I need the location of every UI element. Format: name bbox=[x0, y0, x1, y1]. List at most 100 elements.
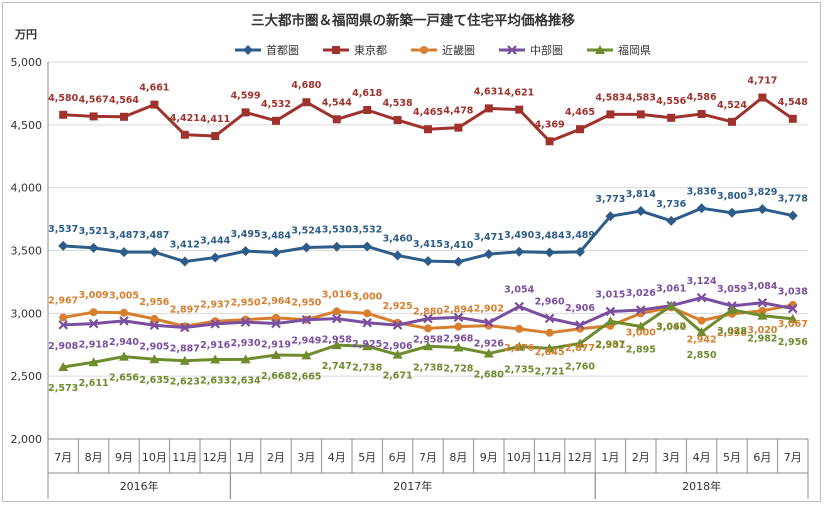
data-point bbox=[89, 112, 98, 121]
data-point bbox=[331, 241, 342, 252]
data-point bbox=[636, 110, 645, 119]
data-label: 2,925 bbox=[383, 301, 413, 312]
data-point bbox=[301, 242, 312, 253]
x-tick-label: 2月 bbox=[632, 451, 650, 464]
data-point bbox=[240, 354, 251, 364]
data-label: 3,000 bbox=[626, 327, 656, 338]
data-point bbox=[697, 316, 706, 325]
data-point bbox=[362, 341, 373, 351]
data-point bbox=[484, 104, 493, 113]
legend-marker bbox=[243, 45, 253, 55]
data-label: 3,484 bbox=[535, 231, 565, 242]
data-label: 4,661 bbox=[139, 83, 169, 94]
y-tick-label: 3,000 bbox=[11, 307, 43, 320]
data-point bbox=[210, 354, 221, 364]
data-label: 2,635 bbox=[139, 375, 169, 386]
data-point bbox=[332, 307, 341, 316]
data-point bbox=[514, 341, 525, 351]
x-tick-label: 1月 bbox=[237, 451, 255, 464]
data-point bbox=[392, 320, 403, 330]
data-label: 4,631 bbox=[474, 86, 504, 97]
data-point bbox=[363, 106, 372, 115]
x-tick-label: 10月 bbox=[507, 451, 532, 464]
x-tick-label: 4月 bbox=[693, 451, 711, 464]
data-label: 3,067 bbox=[778, 319, 808, 330]
data-label: 4,599 bbox=[231, 90, 261, 101]
x-tick-label: 6月 bbox=[753, 451, 771, 464]
data-point bbox=[635, 206, 646, 217]
data-label: 3,484 bbox=[261, 231, 291, 242]
data-point bbox=[453, 256, 464, 267]
data-point bbox=[362, 317, 372, 328]
data-label: 3,778 bbox=[778, 194, 808, 205]
data-label: 3,410 bbox=[443, 240, 473, 251]
x-tick-label: 10月 bbox=[142, 451, 167, 464]
data-point bbox=[728, 117, 736, 126]
data-point bbox=[58, 361, 69, 371]
data-point bbox=[150, 314, 159, 323]
data-point bbox=[788, 303, 798, 314]
x-tick-label: 11月 bbox=[537, 451, 562, 464]
data-label: 3,028 bbox=[717, 326, 747, 337]
x-tick-label: 9月 bbox=[480, 451, 498, 464]
data-label: 3,530 bbox=[322, 225, 352, 236]
data-point bbox=[697, 110, 706, 119]
data-point bbox=[393, 116, 402, 125]
data-label: 3,736 bbox=[656, 199, 686, 210]
data-label: 4,567 bbox=[79, 94, 109, 105]
unit-label: 万円 bbox=[14, 28, 37, 41]
series-中部圏 bbox=[58, 292, 798, 333]
data-label: 2,680 bbox=[474, 370, 504, 381]
legend-label: 近畿圏 bbox=[442, 43, 475, 57]
data-point bbox=[363, 309, 372, 318]
data-point bbox=[635, 321, 646, 331]
data-point bbox=[241, 108, 250, 117]
data-label: 4,465 bbox=[413, 107, 443, 118]
data-point bbox=[58, 240, 69, 251]
data-point bbox=[483, 249, 494, 260]
x-tick-label: 12月 bbox=[568, 451, 593, 464]
data-point bbox=[757, 204, 768, 215]
data-label: 2,926 bbox=[474, 339, 504, 350]
data-label: 3,026 bbox=[626, 288, 656, 299]
data-label: 4,621 bbox=[504, 88, 534, 99]
data-label: 4,580 bbox=[48, 93, 78, 104]
data-point bbox=[180, 130, 189, 139]
x-tick-label: 8月 bbox=[85, 451, 103, 464]
y-axis: 2,000 2,500 3,000 3,500 4,000 4,500 5,000 bbox=[11, 56, 49, 446]
data-point bbox=[423, 256, 433, 267]
x-tick-label: 1月 bbox=[601, 451, 619, 464]
data-label: 2,956 bbox=[139, 297, 169, 308]
data-point bbox=[392, 349, 403, 359]
data-label: 3,487 bbox=[109, 230, 139, 241]
x-tick-label: 2月 bbox=[267, 451, 285, 464]
data-label: 2,880 bbox=[413, 306, 443, 317]
x-tick-label: 12月 bbox=[203, 451, 228, 464]
x-tick-label: 6月 bbox=[389, 451, 407, 464]
data-label: 2,665 bbox=[291, 371, 321, 382]
data-point bbox=[514, 301, 524, 312]
chart-legend: 首都圏 東京都 近畿圏 中部圏 福岡県 bbox=[235, 43, 651, 57]
data-label: 3,020 bbox=[747, 325, 777, 336]
data-label: 3,471 bbox=[474, 232, 504, 243]
data-point bbox=[727, 207, 737, 218]
data-point bbox=[606, 110, 615, 119]
chart-frame: 三大都市圏＆福岡県の新築一戸建て住宅平均価格推移 万円 首都圏 東京都 近畿圏 中部圏… bbox=[2, 2, 821, 502]
x-tick-label: 5月 bbox=[358, 451, 376, 464]
data-label: 2,958 bbox=[322, 335, 352, 346]
data-point bbox=[272, 313, 280, 322]
data-label: 2,937 bbox=[595, 339, 625, 350]
data-label: 3,460 bbox=[383, 234, 413, 245]
legend-item: 中部圏 bbox=[499, 43, 563, 57]
data-point bbox=[88, 357, 99, 367]
data-label: 2,906 bbox=[383, 341, 413, 352]
data-label: 3,537 bbox=[48, 224, 78, 235]
data-point bbox=[453, 312, 464, 323]
legend-marker bbox=[595, 45, 605, 54]
data-label: 4,586 bbox=[687, 92, 717, 103]
x-tick-label: 3月 bbox=[662, 451, 680, 464]
data-point bbox=[544, 343, 555, 353]
data-point bbox=[757, 310, 768, 320]
data-label: 2,738 bbox=[413, 362, 443, 373]
data-label: 2,894 bbox=[443, 305, 473, 316]
